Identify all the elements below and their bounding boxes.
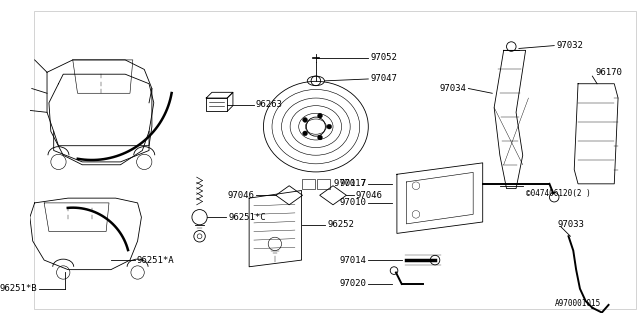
Text: A970001015: A970001015 [555,299,601,308]
Text: 97033: 97033 [557,220,584,229]
Text: 96252: 96252 [327,220,354,229]
Circle shape [303,117,307,122]
Text: 97032: 97032 [556,41,583,50]
Text: 97014: 97014 [339,256,366,265]
Text: 97034: 97034 [440,84,467,93]
Text: 96263: 96263 [256,100,283,109]
Text: 97046: 97046 [228,191,255,200]
Text: 96251*C: 96251*C [228,213,266,222]
Text: 96251*B: 96251*B [0,284,38,293]
Text: 97047: 97047 [370,75,397,84]
Circle shape [317,135,323,140]
Text: ©047406120(2 ): ©047406120(2 ) [525,189,590,198]
Text: 97046: 97046 [356,191,383,200]
Text: 97017: 97017 [339,179,366,188]
Text: 97020: 97020 [339,279,366,288]
Circle shape [303,131,307,136]
Text: 96170: 96170 [595,68,622,77]
Text: 97052: 97052 [370,53,397,62]
Circle shape [327,124,332,129]
Text: 97010: 97010 [339,198,366,207]
Text: 9701 7: 9701 7 [334,179,366,188]
Circle shape [317,113,323,118]
Text: 96251*A: 96251*A [136,256,174,265]
